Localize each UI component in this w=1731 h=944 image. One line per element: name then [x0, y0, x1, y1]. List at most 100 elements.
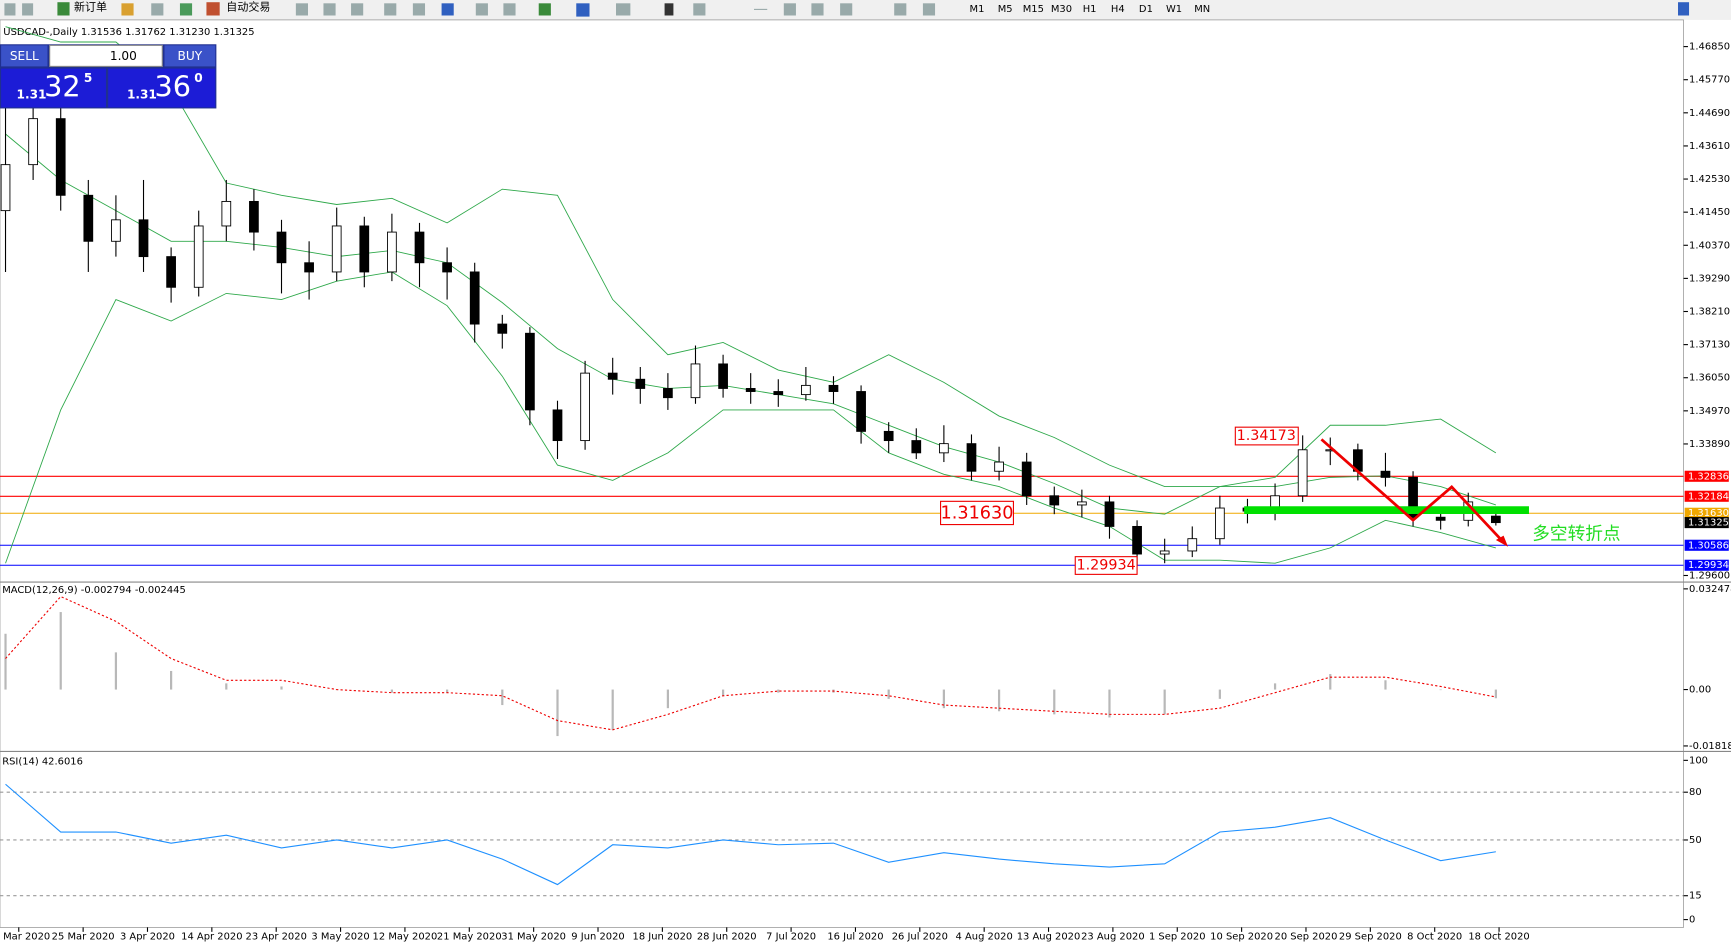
candle-body: [607, 372, 618, 380]
timeframe-button[interactable]: M1: [970, 4, 985, 15]
macd-bar: [390, 689, 394, 693]
candle-body: [690, 363, 701, 399]
macd-bar: [942, 689, 945, 709]
level-tag: [1684, 559, 1729, 571]
timeframe-button[interactable]: MN: [1194, 4, 1210, 15]
trend-arrow: [1320, 438, 1505, 544]
candle-body: [1380, 470, 1391, 478]
timeframe-button[interactable]: H4: [1111, 4, 1125, 15]
y-tick-label: 100: [1689, 755, 1708, 766]
macd-bar: [556, 689, 559, 737]
auto-trading[interactable]: 自动交易: [226, 0, 270, 14]
level-tag: [1684, 490, 1729, 502]
x-tick-label: 13 Aug 2020: [1017, 931, 1081, 942]
x-tick-label: 7 Jul 2020: [766, 931, 816, 942]
sell-text: SELL: [10, 49, 39, 63]
toolbar-icons: [4, 2, 1690, 17]
y-tick-label: 1.33890: [1689, 439, 1730, 450]
macd-bar: [777, 689, 780, 693]
candle-body: [497, 323, 508, 334]
macd-bar: [59, 612, 62, 690]
bid-box: [1, 68, 106, 108]
y-tick-label: 1.37130: [1689, 340, 1730, 351]
candle-body: [856, 391, 866, 432]
x-tick-label: 16 Mar 2020: [0, 931, 50, 942]
macd-bar: [1053, 689, 1056, 715]
x-tick-label: 29 Sep 2020: [1339, 931, 1402, 942]
ask-box: [108, 68, 216, 108]
chart-frame: [0, 19, 1684, 928]
x-tick-label: 3 May 2020: [311, 931, 369, 942]
level-tag: [1684, 539, 1729, 551]
lot-input[interactable]: [49, 44, 163, 67]
x-tick-label: 9 Jun 2020: [571, 931, 624, 942]
candle-body: [469, 271, 480, 325]
candle-body: [304, 262, 314, 273]
candle-body: [111, 219, 121, 242]
buy-button[interactable]: [164, 45, 216, 67]
timeframe-button[interactable]: M30: [1051, 4, 1072, 15]
trade-panel: SELL 1.00 BUY 1.31 32 5 1.31 36 0: [0, 44, 217, 109]
x-tick-label: 12 May 2020: [373, 931, 438, 942]
level-label: 1.29934: [1688, 560, 1729, 571]
new-order[interactable]: 新订单: [74, 0, 107, 14]
pivot-text: 多空转折点: [1532, 524, 1620, 545]
candle-body: [745, 388, 756, 392]
macd-bar: [1163, 689, 1166, 715]
timeframe-button[interactable]: D1: [1139, 4, 1153, 15]
timeframe-button[interactable]: M5: [998, 4, 1013, 15]
x-tick-label: 10 Sep 2020: [1210, 931, 1273, 942]
x-tick-label: 3 Apr 2020: [120, 931, 175, 942]
y-tick-label: 1.44690: [1689, 108, 1730, 119]
candle-body: [1159, 550, 1170, 555]
candle-body: [828, 384, 839, 392]
candle-body: [883, 430, 894, 442]
x-tick-label: 8 Oct 2020: [1407, 931, 1462, 942]
rsi-label: RSI(14) 42.6016: [2, 756, 83, 767]
x-tick-label: 21 May 2020: [437, 931, 502, 942]
label-box: [1074, 556, 1138, 575]
macd-bar: [1329, 674, 1332, 690]
candle-body: [1187, 538, 1198, 552]
candle-body: [359, 225, 370, 273]
level-label: 1.32184: [1688, 491, 1729, 502]
y-tick-label: 1.46850: [1689, 42, 1730, 53]
timeframe-button[interactable]: M15: [1023, 4, 1044, 15]
annotations: 1.34173 1.31630 1.29934 多空转折点: [940, 426, 1621, 575]
toolbar: [0, 0, 1731, 20]
candle-body: [387, 231, 397, 273]
timeframe-button[interactable]: H1: [1083, 4, 1097, 15]
x-tick-label: 18 Oct 2020: [1468, 931, 1529, 942]
candle-body: [580, 372, 590, 442]
y-tick-label: 0.00: [1689, 685, 1711, 696]
sell-button[interactable]: [1, 45, 48, 67]
y-tick-label: 15: [1689, 891, 1702, 902]
candle-body: [1435, 516, 1446, 521]
level-tag: [1684, 507, 1729, 519]
macd-bar: [1218, 689, 1221, 699]
macd-bar: [721, 689, 725, 696]
y-tick-label: 1.29600: [1689, 570, 1730, 581]
y-tick-label: -0.018182: [1689, 741, 1731, 752]
candle-body: [55, 118, 66, 196]
candle-body: [1132, 525, 1142, 555]
candle-body: [663, 388, 673, 399]
candle-body: [1077, 501, 1087, 506]
timeframe-button[interactable]: W1: [1166, 4, 1182, 15]
x-tick-label: 1 Sep 2020: [1149, 931, 1206, 942]
y-tick-label: 1.42530: [1689, 174, 1730, 185]
level-label: 1.31630: [1688, 508, 1729, 519]
y-tick-label: 1.36050: [1689, 373, 1730, 384]
y-tick-label: 1.45770: [1689, 75, 1730, 86]
ask-big: 1.31: [127, 88, 157, 102]
y-tick-label: 1.40370: [1689, 240, 1730, 251]
macd-bar: [1439, 689, 1442, 691]
mid-label: 1.31630: [941, 503, 1014, 523]
y-tick-label: 0: [1689, 915, 1695, 926]
x-tick-label: 16 Jul 2020: [827, 931, 883, 942]
candle-body: [773, 391, 784, 396]
macd-bar: [501, 689, 504, 706]
candle-body: [1491, 515, 1501, 524]
macd-bar: [4, 633, 7, 690]
